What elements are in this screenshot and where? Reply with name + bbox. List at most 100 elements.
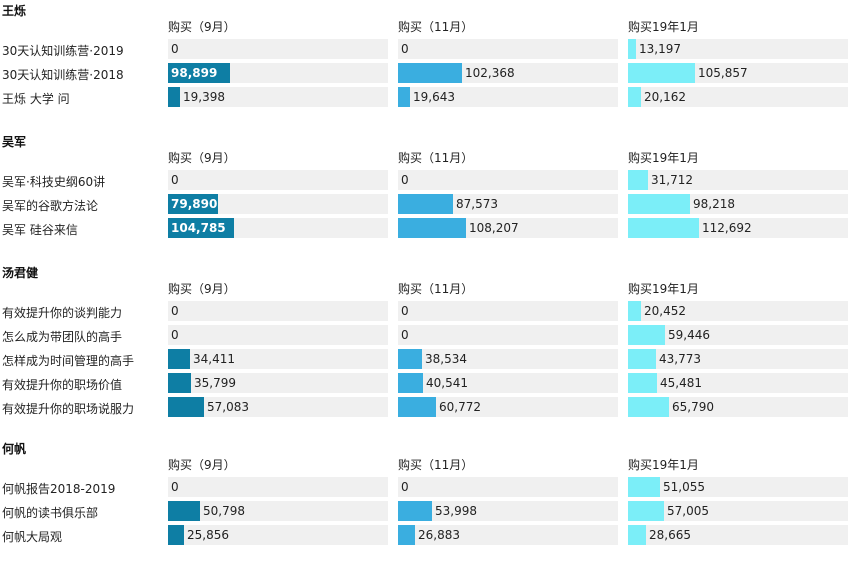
value-label: 102,368 <box>465 66 515 80</box>
value-label: 53,998 <box>435 504 477 518</box>
value-label: 0 <box>401 328 409 342</box>
bar-track: 57,083 <box>168 397 388 417</box>
bar-jan <box>628 373 657 393</box>
value-label: 0 <box>171 328 179 342</box>
bar-jan <box>628 501 664 521</box>
bar-track: 43,773 <box>628 349 848 369</box>
row-label: 有效提升你的谈判能力 <box>2 306 123 320</box>
bar-track: 13,197 <box>628 39 848 59</box>
bar-jan <box>628 170 648 190</box>
value-label: 51,055 <box>663 480 705 494</box>
bar-track: 108,207 <box>398 218 618 238</box>
bar-track: 112,692 <box>628 218 848 238</box>
bar-sep <box>168 218 234 238</box>
value-label: 0 <box>401 42 409 56</box>
value-label: 13,197 <box>639 42 681 56</box>
value-label: 19,398 <box>183 90 225 104</box>
bar-track: 98,218 <box>628 194 848 214</box>
row-label: 有效提升你的职场说服力 <box>2 402 135 416</box>
bar-nov <box>398 349 422 369</box>
value-label: 105,857 <box>698 66 748 80</box>
value-label: 43,773 <box>659 352 701 366</box>
bar-track: 45,481 <box>628 373 848 393</box>
bar-track: 0 <box>168 301 388 321</box>
bar-track: 25,856 <box>168 525 388 545</box>
value-label: 20,162 <box>644 90 686 104</box>
bar-track: 19,398 <box>168 87 388 107</box>
value-label: 98,218 <box>693 197 735 211</box>
bar-track: 0 <box>168 170 388 190</box>
group-title: 王烁 <box>2 4 27 18</box>
bar-track: 65,790 <box>628 397 848 417</box>
bar-track: 38,534 <box>398 349 618 369</box>
column-header: 购买（9月） <box>168 282 236 296</box>
bar-sep <box>168 397 204 417</box>
bar-track: 50,798 <box>168 501 388 521</box>
column-header: 购买（11月） <box>398 20 474 34</box>
bar-track: 34,411 <box>168 349 388 369</box>
bar-track: 79,890 <box>168 194 388 214</box>
bar-track: 19,643 <box>398 87 618 107</box>
value-label: 31,712 <box>651 173 693 187</box>
bar-track: 59,446 <box>628 325 848 345</box>
value-label: 57,005 <box>667 504 709 518</box>
value-label: 0 <box>401 173 409 187</box>
column-header: 购买19年1月 <box>628 282 699 296</box>
value-label: 45,481 <box>660 376 702 390</box>
bar-sep <box>168 373 191 393</box>
bar-track: 105,857 <box>628 63 848 83</box>
value-label: 98,899 <box>171 66 218 80</box>
bar-sep <box>168 63 230 83</box>
column-header: 购买19年1月 <box>628 458 699 472</box>
value-label: 34,411 <box>193 352 235 366</box>
bar-jan <box>628 525 646 545</box>
bar-track: 0 <box>168 477 388 497</box>
value-label: 65,790 <box>672 400 714 414</box>
bar-track: 31,712 <box>628 170 848 190</box>
bar-track: 51,055 <box>628 477 848 497</box>
row-label: 有效提升你的职场价值 <box>2 378 123 392</box>
value-label: 57,083 <box>207 400 249 414</box>
row-label: 怎么成为带团队的高手 <box>2 330 123 344</box>
bar-track: 98,899 <box>168 63 388 83</box>
bar-track: 0 <box>398 39 618 59</box>
column-header: 购买19年1月 <box>628 20 699 34</box>
column-header: 购买19年1月 <box>628 151 699 165</box>
bar-track: 104,785 <box>168 218 388 238</box>
value-label: 112,692 <box>702 221 752 235</box>
row-label: 何帆大局观 <box>2 530 63 544</box>
group-title: 何帆 <box>2 442 27 456</box>
bar-nov <box>398 194 453 214</box>
value-label: 0 <box>171 173 179 187</box>
column-header: 购买（11月） <box>398 151 474 165</box>
bar-nov <box>398 397 436 417</box>
column-header: 购买（11月） <box>398 458 474 472</box>
bar-nov <box>398 218 466 238</box>
row-label: 何帆报告2018-2019 <box>2 482 116 496</box>
bar-track: 26,883 <box>398 525 618 545</box>
row-label: 吴军 硅谷来信 <box>2 223 78 237</box>
value-label: 0 <box>171 42 179 56</box>
group-title: 吴军 <box>2 135 27 149</box>
value-label: 59,446 <box>668 328 710 342</box>
row-label: 吴军的谷歌方法论 <box>2 199 99 213</box>
value-label: 26,883 <box>418 528 460 542</box>
row-label: 怎样成为时间管理的高手 <box>2 354 135 368</box>
row-label: 何帆的读书俱乐部 <box>2 506 99 520</box>
bar-jan <box>628 39 636 59</box>
row-label: 吴军·科技史纲60讲 <box>2 175 106 189</box>
bar-nov <box>398 525 415 545</box>
bar-sep <box>168 501 200 521</box>
value-label: 19,643 <box>413 90 455 104</box>
bar-jan <box>628 218 699 238</box>
row-label: 30天认知训练营·2018 <box>2 68 124 82</box>
bar-jan <box>628 301 641 321</box>
value-label: 38,534 <box>425 352 467 366</box>
value-label: 35,799 <box>194 376 236 390</box>
value-label: 0 <box>401 480 409 494</box>
bar-nov <box>398 501 432 521</box>
bar-track: 28,665 <box>628 525 848 545</box>
bar-track: 0 <box>398 170 618 190</box>
value-label: 0 <box>171 480 179 494</box>
bar-track: 0 <box>398 477 618 497</box>
